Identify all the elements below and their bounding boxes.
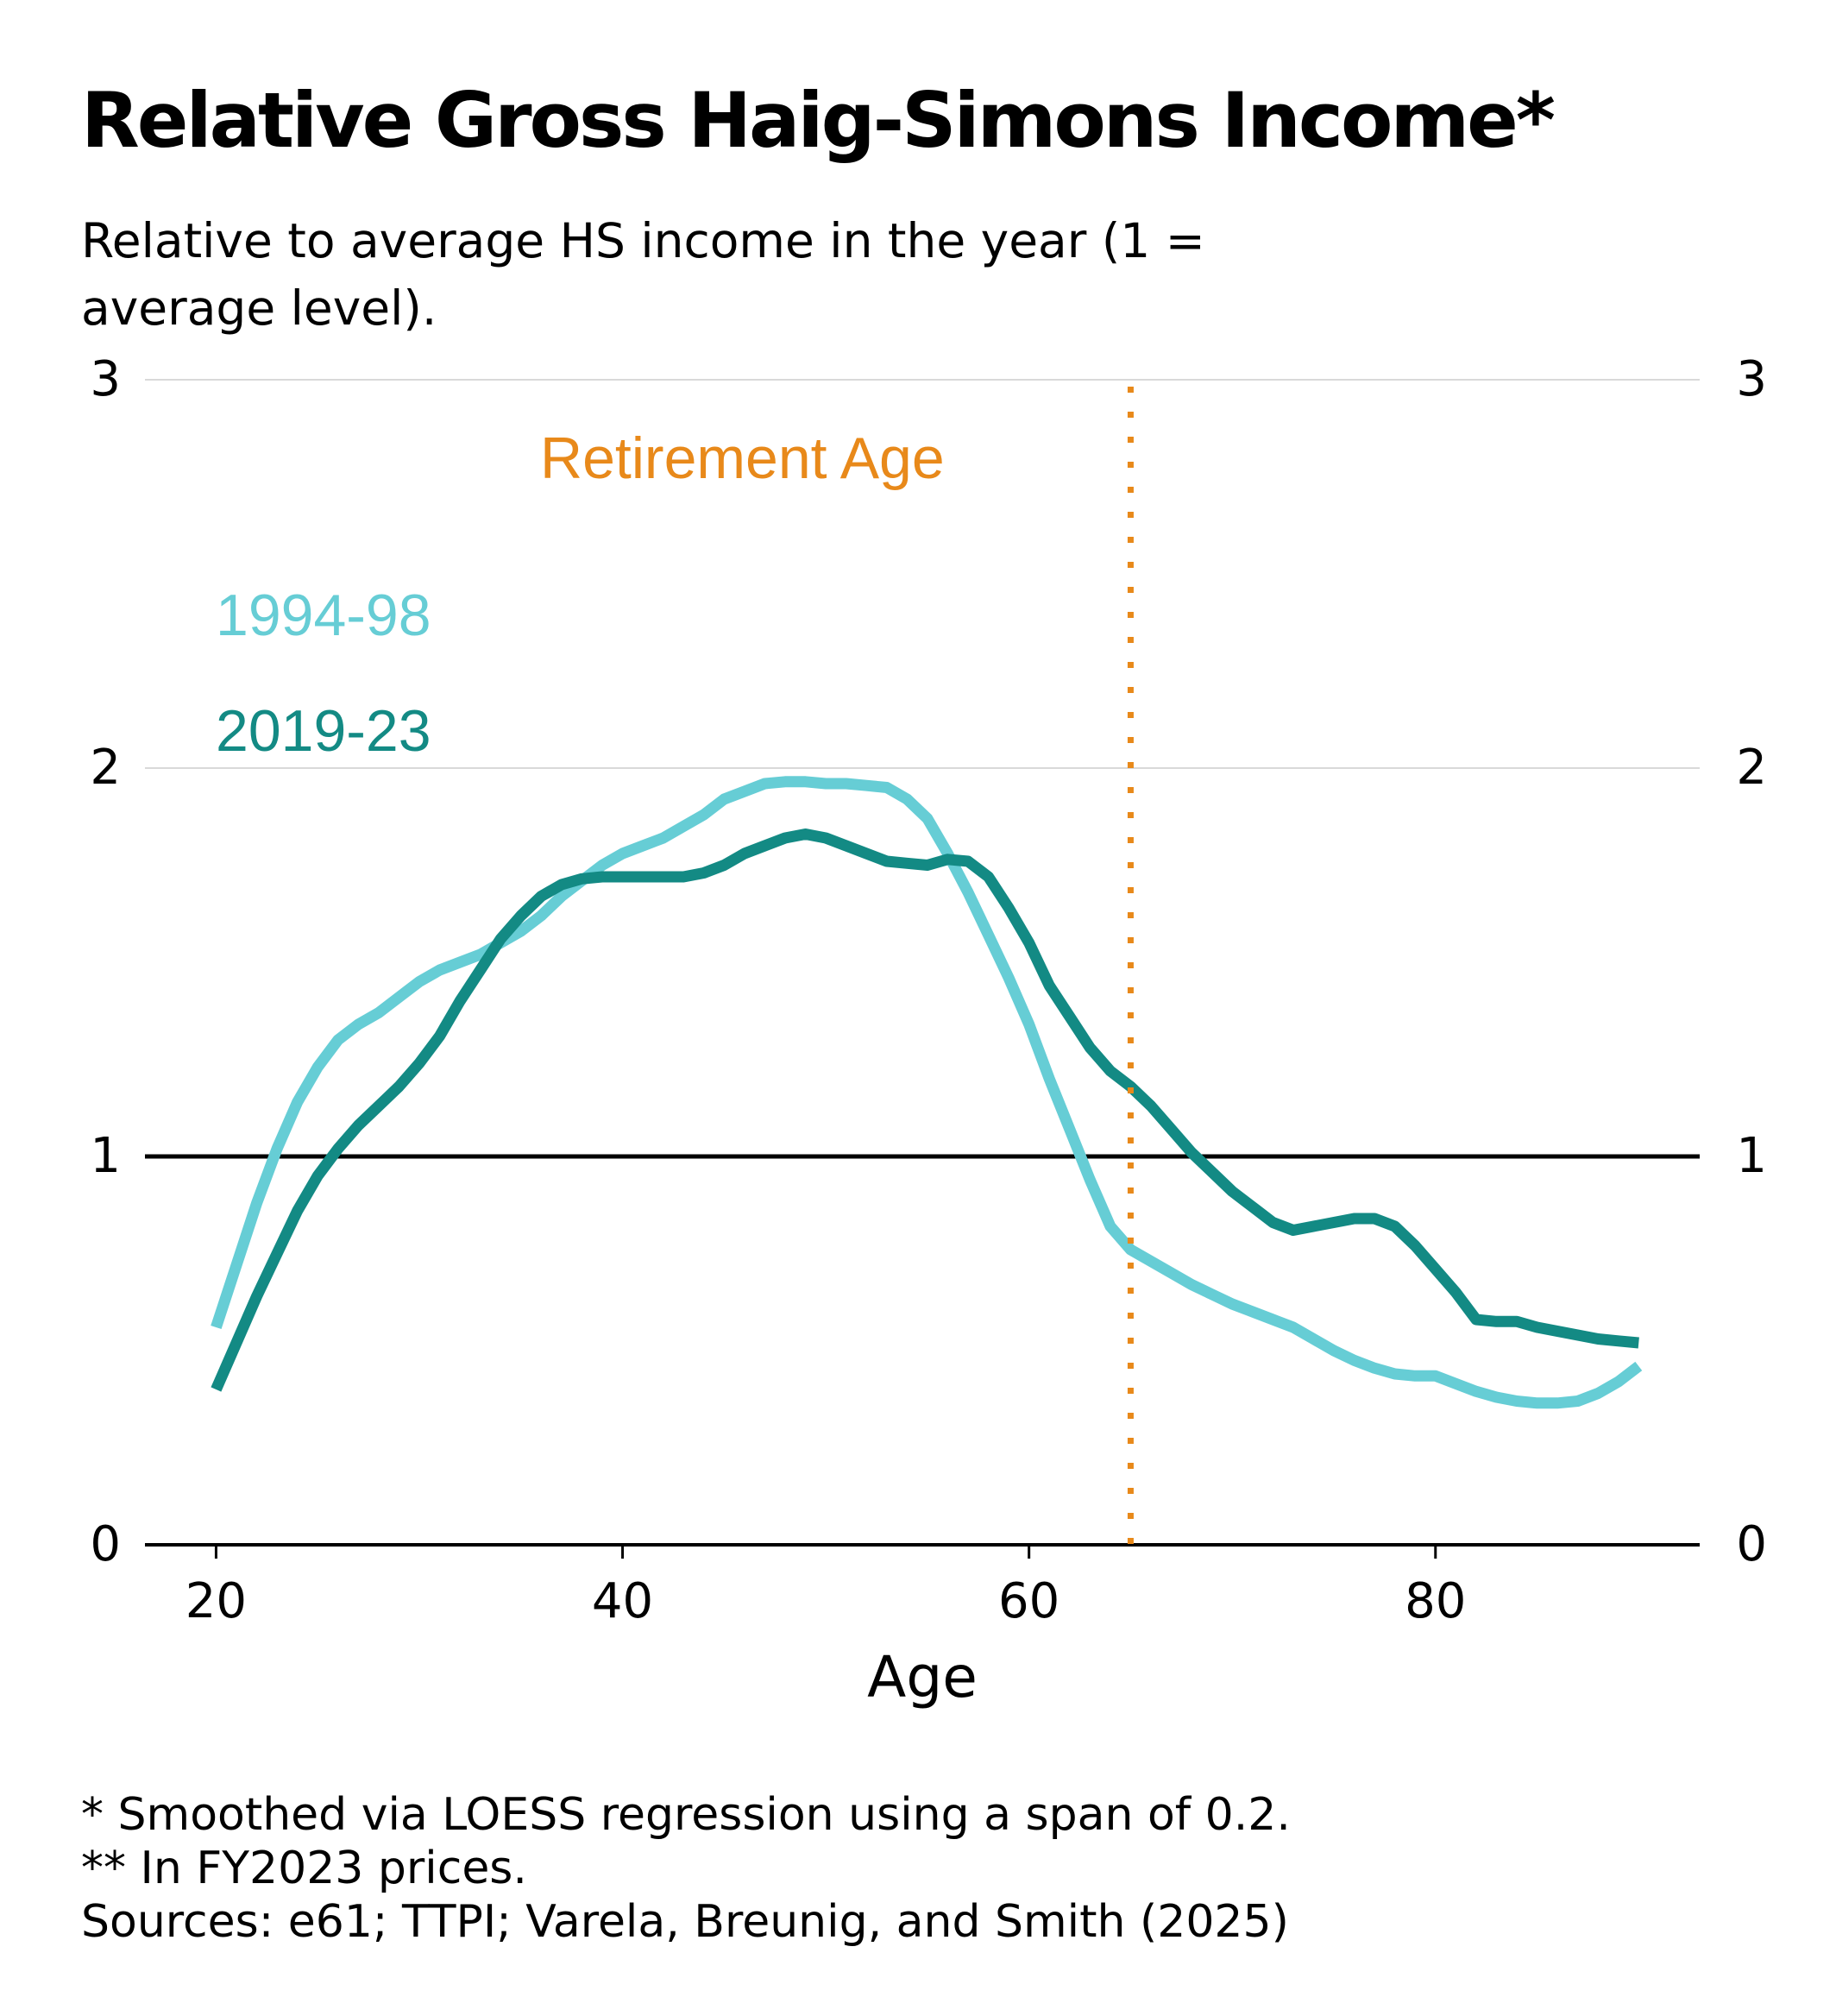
y-tick-right-3: 3 <box>1736 351 1767 407</box>
series-line-2019-23 <box>211 828 1639 1392</box>
x-tick-40: 40 <box>592 1573 653 1629</box>
footnote-sources: Sources: e61; TTPI; Varela, Breunig, and… <box>81 1896 1289 1948</box>
series-label-2019-23: 2019-23 <box>216 698 431 764</box>
chart-title: Relative Gross Haig-Simons Income* <box>81 76 1556 165</box>
footnotes: * Smoothed via LOESS regression using a … <box>81 1788 1720 1949</box>
retirement-age-label: Retirement Age <box>540 425 945 491</box>
x-tick-20: 20 <box>185 1573 247 1629</box>
series-line-1994-98 <box>211 776 1643 1409</box>
y-tick-right-0: 0 <box>1736 1516 1767 1572</box>
y-tick-left-3: 3 <box>90 351 121 407</box>
y-tick-left-0: 0 <box>90 1516 121 1572</box>
annotations: Retirement Age 1994-98 2019-23 <box>216 387 1134 1545</box>
y-tick-left-1: 1 <box>90 1128 121 1184</box>
footnote-prices: ** In FY2023 prices. <box>81 1843 527 1894</box>
x-axis-label: Age <box>867 1644 978 1710</box>
series-label-1994-98: 1994-98 <box>216 583 431 648</box>
x-tick-60: 60 <box>998 1573 1059 1629</box>
y-tick-left-2: 2 <box>90 740 121 796</box>
chart-subtitle: Relative to average HS income in the yea… <box>81 213 1205 336</box>
x-tick-80: 80 <box>1405 1573 1466 1629</box>
axes: 0 0 1 1 2 2 3 3 20 40 60 80 Age <box>90 351 1767 1710</box>
gridlines <box>145 379 1700 769</box>
series-lines <box>211 776 1643 1409</box>
footnote-smoothing: * Smoothed via LOESS regression using a … <box>81 1789 1291 1841</box>
y-tick-right-2: 2 <box>1736 740 1767 796</box>
y-tick-right-1: 1 <box>1736 1128 1767 1184</box>
